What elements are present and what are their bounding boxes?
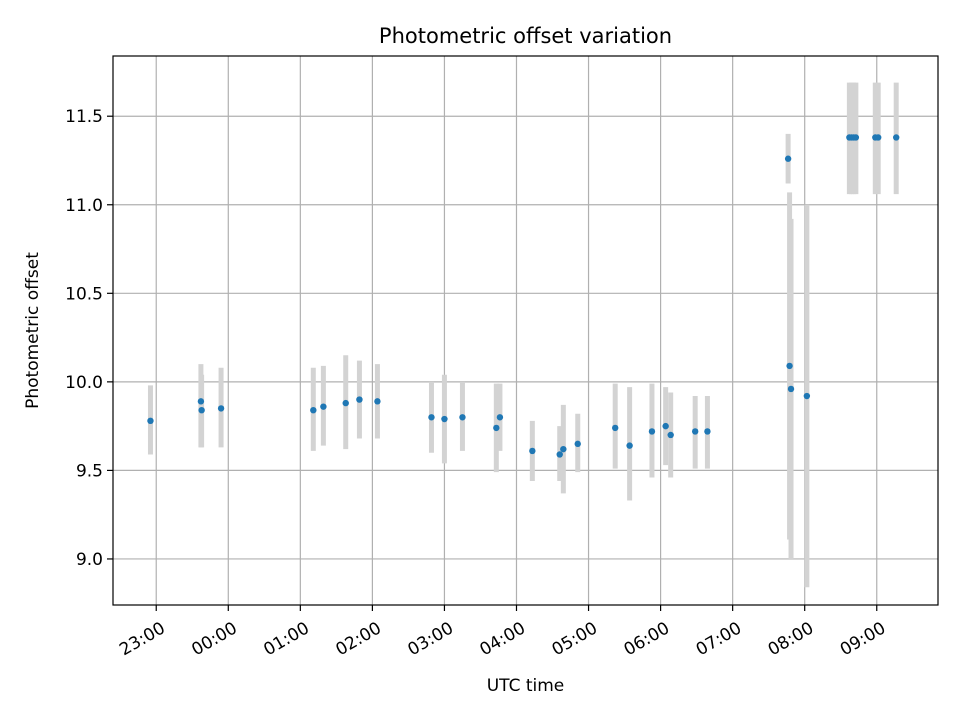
data-point <box>356 396 363 403</box>
y-tick-label: 11.5 <box>65 107 103 127</box>
data-point <box>459 414 466 421</box>
data-points <box>147 134 900 458</box>
y-axis-ticks: 9.0 9.5 10.0 10.5 11.0 11.5 <box>65 107 113 570</box>
data-point <box>428 414 435 421</box>
data-point <box>529 447 536 455</box>
data-point <box>787 385 795 393</box>
plot-frame <box>112 55 939 606</box>
data-point <box>874 134 882 141</box>
data-point <box>197 398 205 405</box>
y-tick-label: 10.0 <box>65 373 103 393</box>
data-point <box>310 406 317 414</box>
data-point <box>612 424 619 432</box>
data-point <box>574 440 581 448</box>
data-point <box>560 445 567 453</box>
y-tick-label: 9.0 <box>76 550 103 570</box>
data-point <box>662 422 669 430</box>
data-point <box>217 405 225 412</box>
y-tick-label: 10.5 <box>65 284 103 304</box>
data-point <box>198 406 205 414</box>
y-tick-label: 9.5 <box>76 461 103 481</box>
chart-title: Photometric offset variation <box>379 24 672 48</box>
data-point <box>342 399 349 407</box>
data-point <box>648 428 656 435</box>
data-point <box>786 362 793 370</box>
x-axis-label: UTC time <box>487 676 565 696</box>
data-point <box>320 403 327 410</box>
data-point <box>374 398 381 405</box>
data-point <box>147 417 154 425</box>
y-axis-label: Photometric offset <box>23 252 43 409</box>
data-point <box>441 415 448 423</box>
data-point <box>496 414 504 421</box>
data-point <box>556 451 563 458</box>
data-point <box>626 442 633 449</box>
data-point <box>704 428 711 435</box>
data-point <box>667 431 674 439</box>
data-point <box>803 392 811 400</box>
y-tick-label: 11.0 <box>65 196 103 216</box>
data-point <box>852 134 860 141</box>
data-point <box>893 134 900 141</box>
data-point <box>784 155 792 162</box>
data-point <box>493 424 500 432</box>
data-point <box>691 428 699 435</box>
